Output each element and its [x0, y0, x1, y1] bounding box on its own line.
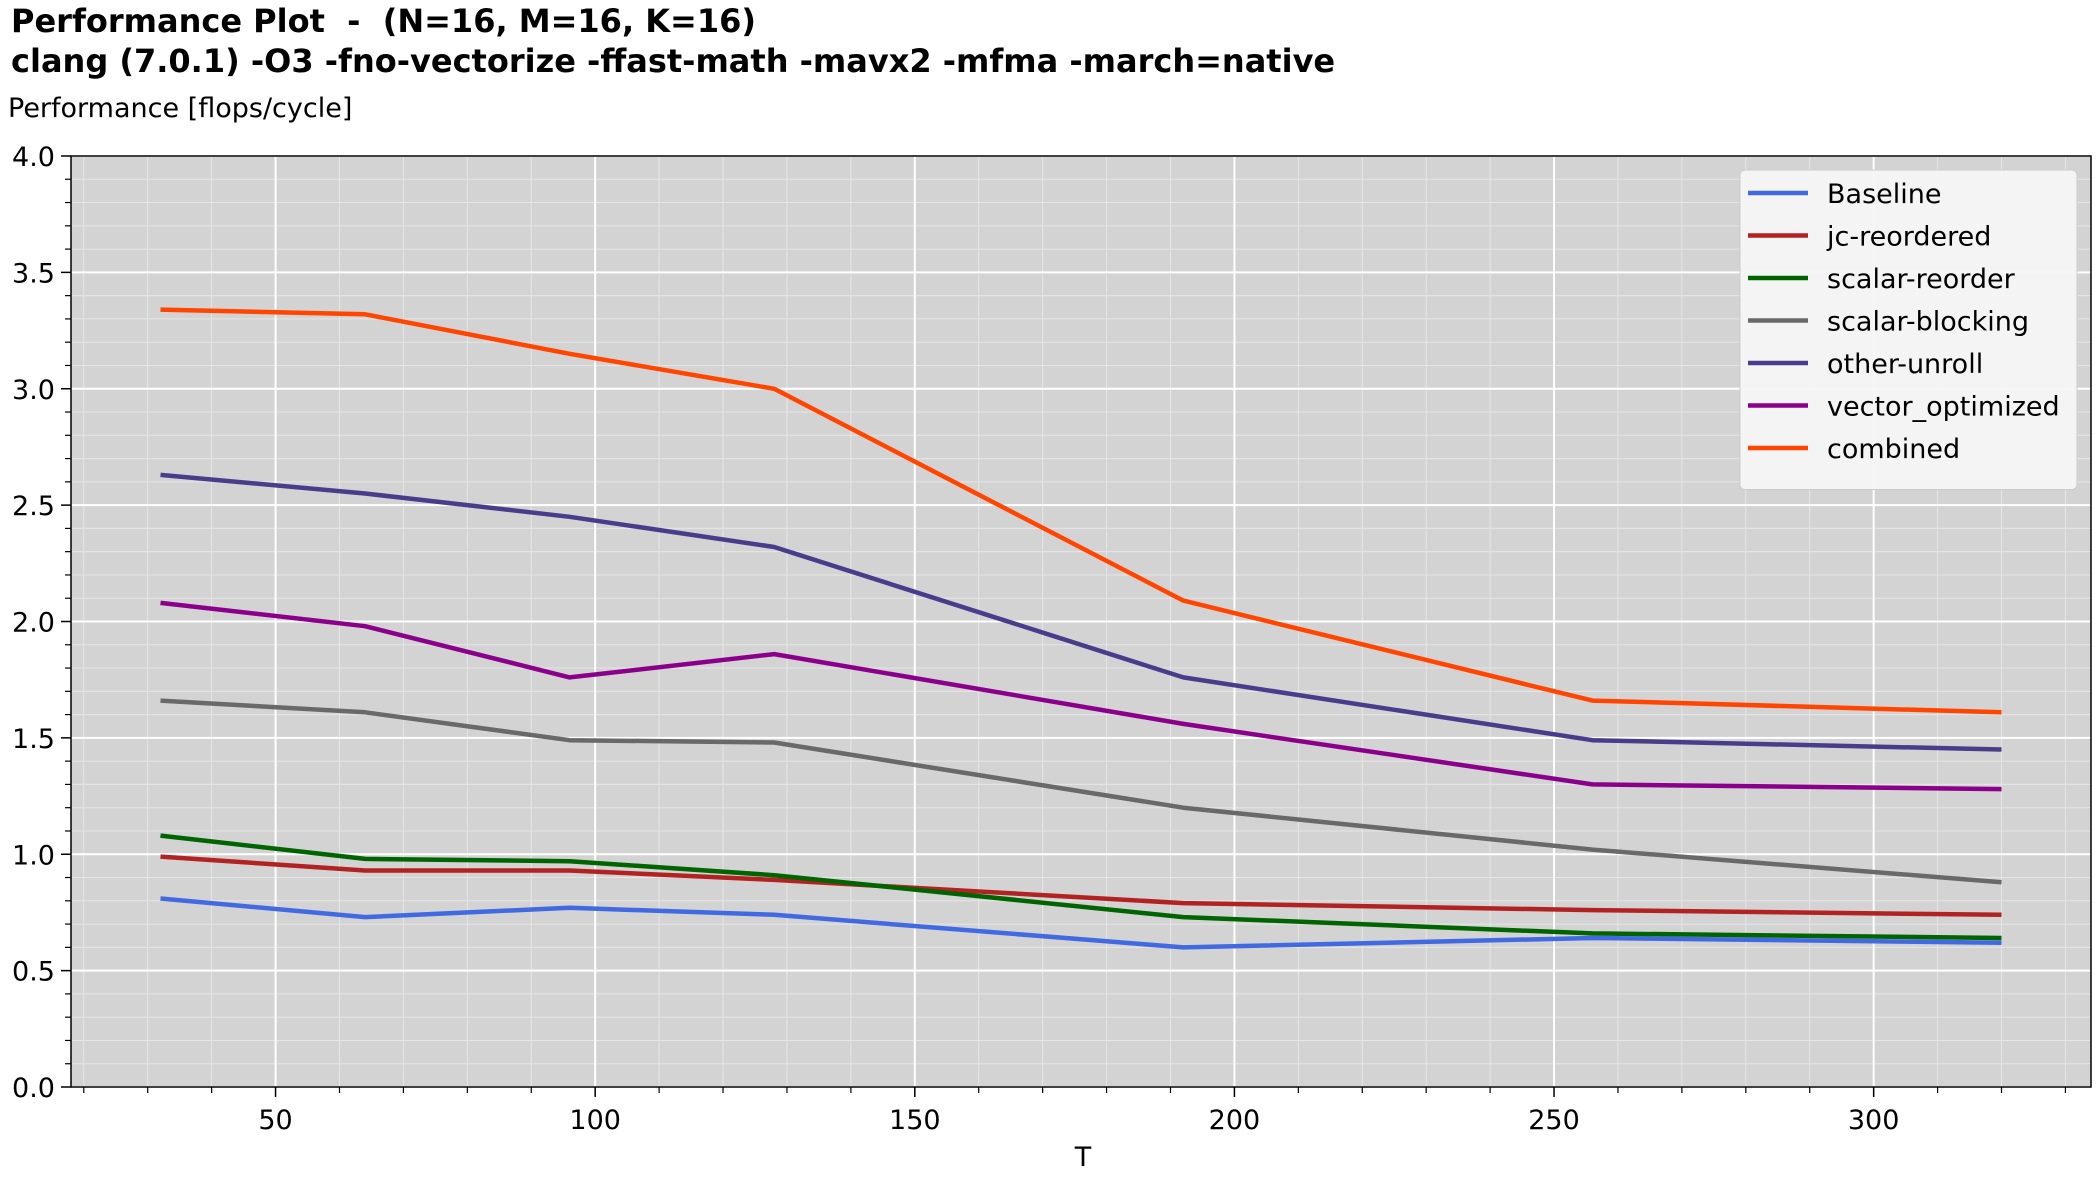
series-line-combined	[160, 307, 2002, 715]
y-tick-label: 0.0	[12, 1073, 55, 1104]
legend-label: Baseline	[1827, 179, 1941, 210]
legend-label: other-unroll	[1827, 349, 1983, 380]
series-line-vector-optimized	[160, 600, 2002, 792]
y-tick-label: 4.0	[12, 142, 55, 173]
x-tick-label: 200	[1209, 1105, 1261, 1136]
series-line-other-unroll	[160, 472, 2002, 752]
y-tick-label: 2.5	[12, 491, 55, 522]
x-tick-label: 250	[1528, 1105, 1580, 1136]
series-lines	[160, 307, 2002, 950]
legend-label: combined	[1827, 434, 1960, 465]
series-line-scalar-blocking	[160, 698, 2002, 885]
x-tick-label: 150	[889, 1105, 941, 1136]
chart-title: Performance Plot - (N=16, M=16, K=16)	[11, 2, 756, 40]
y-tick-label: 3.0	[12, 375, 55, 406]
legend-label: scalar-blocking	[1827, 307, 2029, 338]
axis-ticks: 50 100 150 200 250 300 0.0 0.5 1.0 1.5 2.0 2.5 3.0 3.…	[12, 142, 2067, 1136]
series-line-scalar-reorder	[160, 833, 2002, 941]
x-axis-label: T	[1074, 1142, 1092, 1173]
y-axis-label: Performance [flops/cycle]	[8, 93, 353, 124]
legend-label: scalar-reorder	[1827, 264, 2016, 295]
y-tick-label: 3.5	[12, 258, 55, 289]
x-tick-label: 100	[569, 1105, 621, 1136]
y-tick-label: 1.0	[12, 840, 55, 871]
y-tick-label: 1.5	[12, 724, 55, 755]
legend-box	[1739, 169, 2078, 490]
series-line-jc-reordered	[160, 854, 2002, 918]
legend-label: vector_optimized	[1827, 392, 2060, 423]
x-tick-label: 300	[1848, 1105, 1900, 1136]
y-tick-label: 2.0	[12, 608, 55, 639]
x-tick-label: 50	[258, 1105, 292, 1136]
chart-subtitle: clang (7.0.1) -O3 -fno-vectorize -ffast-…	[11, 42, 1336, 80]
legend: Baseline jc-reordered scalar-reorder scalar…	[1739, 169, 2078, 490]
y-tick-label: 0.5	[12, 957, 55, 988]
legend-label: jc-reordered	[1826, 222, 1991, 253]
series-line-baseline	[160, 896, 2002, 950]
